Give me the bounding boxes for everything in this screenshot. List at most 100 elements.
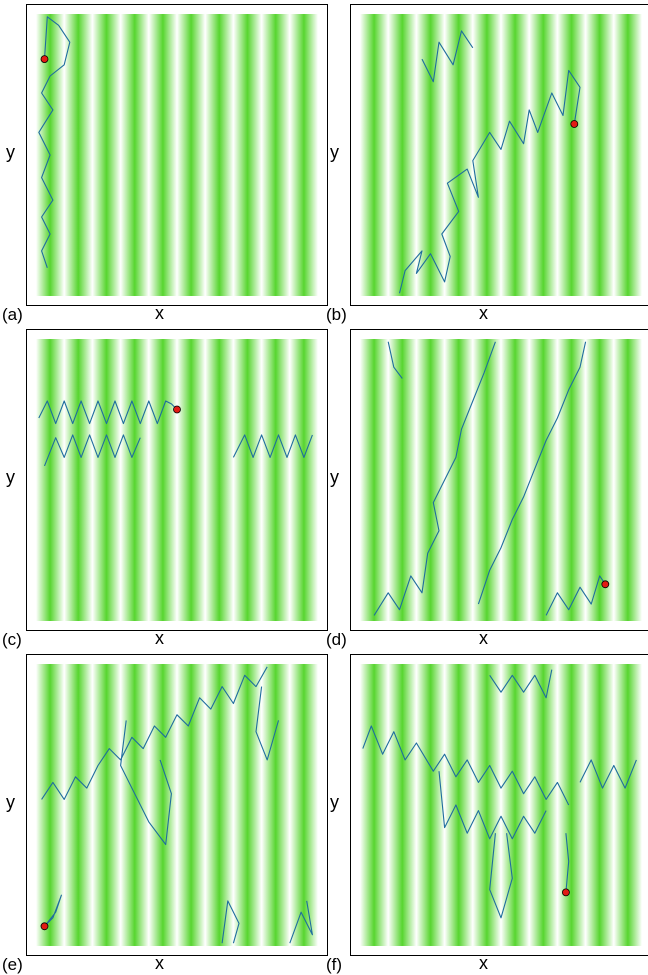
potential-stripe — [92, 339, 121, 621]
trajectory-path — [38, 16, 71, 268]
potential-stripe — [148, 664, 177, 946]
potential-stripe — [261, 664, 290, 946]
panel-tag: (b) — [326, 305, 347, 324]
y-axis-label: y — [330, 142, 339, 162]
potential-stripe — [472, 339, 501, 621]
plot-frame — [26, 329, 328, 631]
panel-e: y x (e) — [0, 650, 328, 975]
x-axis-label: x — [155, 628, 164, 648]
potential-stripe — [64, 14, 93, 296]
potential-stripe — [613, 14, 642, 296]
plot-frame — [350, 654, 648, 956]
plot-frame — [26, 4, 328, 306]
trajectory-path — [232, 434, 313, 458]
potential-stripe — [416, 664, 445, 946]
potential-stripe — [388, 664, 417, 946]
potential-stripe — [148, 339, 177, 621]
plot-frame — [350, 4, 648, 306]
potential-stripe — [289, 339, 318, 621]
trajectory-path — [44, 894, 62, 927]
potential-stripe — [360, 339, 389, 621]
potential-stripe — [36, 339, 65, 621]
trajectory-path — [362, 725, 570, 806]
trajectory-path — [373, 341, 496, 616]
trajectory-plot — [36, 664, 318, 946]
potential-stripe — [557, 14, 586, 296]
potential-stripe — [472, 14, 501, 296]
trajectory-path — [421, 30, 474, 83]
trajectory-path — [41, 666, 268, 800]
y-axis-label: y — [330, 792, 339, 812]
trajectory-path — [221, 900, 240, 944]
current-position-marker — [40, 922, 49, 931]
trajectory-path — [38, 400, 178, 425]
panel-tag: (a) — [2, 305, 23, 324]
potential-stripe — [120, 664, 149, 946]
potential-stripe — [120, 14, 149, 296]
trajectory-path — [398, 69, 581, 294]
potential-stripe — [205, 664, 234, 946]
trajectory-path — [438, 771, 547, 840]
trajectory-path — [489, 669, 553, 699]
potential-stripe — [388, 339, 417, 621]
trajectory-plot — [360, 339, 642, 621]
x-axis-label: x — [155, 303, 164, 323]
potential-stripe — [233, 14, 262, 296]
potential-stripe — [177, 664, 206, 946]
potential-stripe — [261, 339, 290, 621]
y-axis-label: y — [6, 792, 15, 812]
x-axis-label: x — [479, 953, 488, 973]
potential-stripe — [205, 14, 234, 296]
potential-stripe — [36, 664, 65, 946]
trajectory-path — [477, 341, 587, 605]
potential-stripe — [557, 339, 586, 621]
potential-stripe — [585, 664, 614, 946]
current-position-marker — [173, 405, 181, 414]
current-position-marker — [40, 55, 49, 63]
trajectory-path — [545, 575, 606, 616]
trajectory-path — [579, 759, 637, 789]
panel-a: y x (a) — [0, 0, 328, 325]
panel-tag: (f) — [326, 955, 343, 974]
y-axis-label: y — [6, 142, 15, 162]
potential-stripe — [360, 664, 389, 946]
plot-frame — [350, 329, 648, 631]
panel-tag: (c) — [2, 630, 22, 649]
trajectory-plot — [360, 664, 642, 946]
panel-tag: (e) — [2, 955, 23, 974]
x-axis-label: x — [155, 953, 164, 973]
potential-stripe — [233, 339, 262, 621]
current-position-marker — [570, 120, 579, 128]
potential-stripe — [444, 339, 473, 621]
trajectory-plot — [36, 339, 318, 621]
potential-stripe — [177, 339, 206, 621]
potential-stripe — [289, 664, 318, 946]
y-axis-label: y — [6, 467, 15, 487]
potential-stripe — [64, 339, 93, 621]
potential-stripe — [388, 14, 417, 296]
potential-stripe — [416, 14, 445, 296]
potential-stripe — [613, 664, 642, 946]
panel-c: y x (c) — [0, 325, 328, 650]
trajectory-path — [565, 833, 570, 893]
potential-stripe — [205, 339, 234, 621]
potential-stripe — [64, 664, 93, 946]
potential-stripe — [529, 339, 558, 621]
y-axis-label: y — [330, 467, 339, 487]
potential-stripe — [177, 14, 206, 296]
potential-stripe — [261, 14, 290, 296]
current-position-marker — [561, 888, 570, 897]
potential-stripe — [289, 14, 318, 296]
current-position-marker — [601, 580, 610, 589]
potential-stripe — [444, 664, 473, 946]
trajectory-path — [289, 900, 313, 944]
potential-stripe — [92, 664, 121, 946]
x-axis-label: x — [479, 628, 488, 648]
potential-stripe — [529, 14, 558, 296]
panel-tag: (d) — [326, 630, 347, 649]
potential-stripe — [613, 339, 642, 621]
trajectory-path — [43, 434, 141, 467]
potential-stripe — [92, 14, 121, 296]
potential-stripe — [444, 14, 473, 296]
potential-stripe — [585, 14, 614, 296]
